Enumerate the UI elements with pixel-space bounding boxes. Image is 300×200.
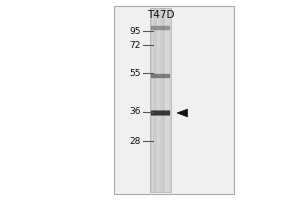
FancyBboxPatch shape [150, 8, 171, 192]
FancyBboxPatch shape [150, 8, 152, 192]
FancyBboxPatch shape [161, 8, 162, 192]
Text: T47D: T47D [147, 10, 174, 20]
Text: 55: 55 [130, 68, 141, 77]
FancyBboxPatch shape [163, 8, 165, 192]
FancyBboxPatch shape [163, 8, 164, 192]
FancyBboxPatch shape [151, 26, 170, 30]
FancyBboxPatch shape [155, 8, 157, 192]
FancyBboxPatch shape [114, 6, 234, 194]
FancyBboxPatch shape [151, 110, 170, 116]
FancyBboxPatch shape [151, 74, 170, 78]
FancyBboxPatch shape [153, 8, 154, 192]
Text: 28: 28 [130, 136, 141, 146]
FancyBboxPatch shape [153, 8, 155, 192]
Text: 95: 95 [130, 26, 141, 36]
FancyBboxPatch shape [169, 8, 171, 192]
FancyBboxPatch shape [162, 8, 164, 192]
FancyBboxPatch shape [160, 8, 161, 192]
Text: 72: 72 [130, 40, 141, 49]
FancyBboxPatch shape [155, 8, 157, 192]
Polygon shape [177, 109, 188, 117]
FancyBboxPatch shape [151, 8, 152, 192]
FancyBboxPatch shape [160, 8, 161, 192]
Text: 36: 36 [130, 108, 141, 116]
FancyBboxPatch shape [154, 8, 155, 192]
